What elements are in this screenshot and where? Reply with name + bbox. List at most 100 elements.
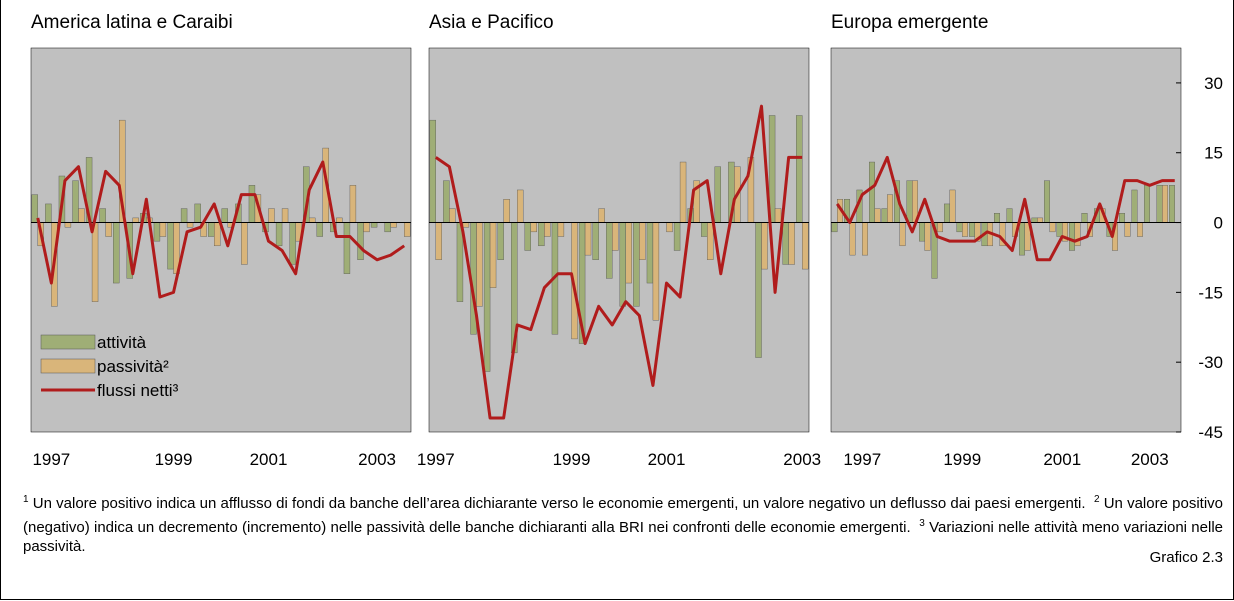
bar [309,217,316,223]
footnote-text: Un valore positivo (negativo) indica un … [23,495,1223,536]
bar [449,208,456,223]
bar [949,189,956,223]
panel-title: America latina e Caraibi [31,12,233,33]
bar [673,222,681,251]
bar [186,222,194,228]
bar [78,208,85,223]
bar [944,203,950,223]
line-series [434,104,803,420]
legend-label: attività [97,333,147,352]
bar [1162,185,1168,223]
bar [538,222,545,247]
bar [316,222,323,237]
bar [384,222,391,233]
bar [619,222,626,307]
bar [1006,208,1013,223]
bar [774,208,782,223]
bar [1144,185,1150,223]
footnote-text: Un valore positivo indica un afflusso di… [32,495,1086,512]
bar [584,222,592,256]
x-tick-label: 2003 [358,450,396,469]
y-tick-label: -30 [1198,353,1223,372]
bar [714,166,721,223]
bar [1131,189,1138,223]
bar [64,222,72,228]
footnotes: 1 Un valore positivo indica un afflusso … [23,490,1223,557]
footnote-mark: 3 [919,517,925,529]
x-tick-label: 2001 [1043,450,1081,469]
figure-label: Grafico 2.3 [1149,549,1223,566]
bar [1044,180,1050,223]
bar [275,222,283,247]
bar [105,222,112,237]
bar [969,222,975,237]
legend-swatch [40,358,96,374]
x-tick-label: 1999 [553,450,591,469]
bar [1069,222,1075,251]
bar [919,222,925,242]
bar [625,222,632,284]
x-tick-label: 2001 [648,450,686,469]
bar [99,208,106,223]
bar [881,208,888,223]
bar [652,222,660,321]
bar [598,208,605,223]
bar [639,222,646,260]
bar [113,222,120,284]
bar [701,222,708,237]
bar [606,222,613,279]
bar [1156,185,1163,223]
bar [489,222,497,288]
bar [363,222,370,233]
bar [476,222,483,307]
bar [962,222,968,237]
bar [72,180,79,223]
footnote-mark: 2 [1093,494,1100,505]
bar [592,222,599,260]
bar [1081,213,1088,223]
footnote-mark: 1 [23,494,29,505]
bar [862,222,868,256]
bar [132,217,139,223]
x-tick-label: 2001 [250,450,288,469]
panel-title: Europa emergente [831,12,988,33]
bar [435,222,442,260]
bar [679,161,687,223]
bar [788,222,795,265]
bar [782,222,789,265]
bar [503,199,510,223]
bar [1049,222,1056,233]
legend-label: passività² [97,357,169,376]
x-tick-label: 1997 [32,450,70,469]
bar [167,222,174,270]
bar [214,222,221,247]
bar [544,222,551,237]
bar [370,222,378,228]
bar [707,222,714,260]
y-tick-label: 30 [1204,74,1223,93]
bar [524,222,531,251]
bar [1169,185,1175,223]
x-tick-label: 1999 [943,450,981,469]
x-tick-label: 1997 [417,450,455,469]
x-tick-label: 2003 [783,450,821,469]
bar [937,222,943,233]
bar [646,222,654,284]
bar [1056,222,1063,237]
bar [180,208,188,223]
x-tick-label: 2003 [1131,450,1169,469]
bar [390,222,397,228]
bar [357,222,364,260]
bar [666,222,673,233]
y-tick-label: 15 [1204,144,1223,163]
bar [153,222,161,242]
bar [194,203,201,223]
bar [1031,217,1038,223]
panel-title: Asia e Pacifico [429,12,554,33]
bar [159,222,167,237]
bar [336,217,343,223]
bar [221,208,228,223]
bar [462,222,470,228]
x-tick-label: 1999 [155,450,193,469]
